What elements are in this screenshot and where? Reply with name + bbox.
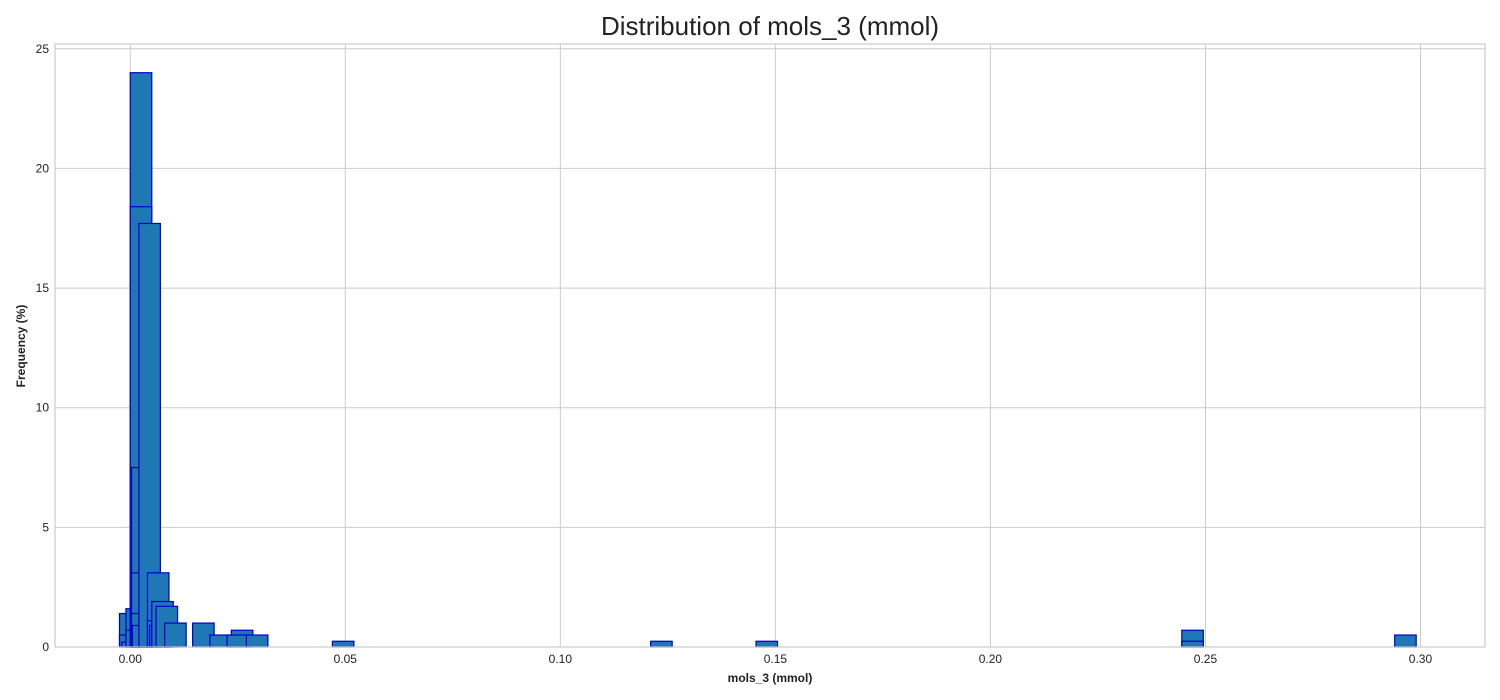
histogram-bar xyxy=(331,640,355,648)
y-tick-label: 10 xyxy=(36,401,50,415)
histogram-bar xyxy=(164,622,187,648)
histogram-bar xyxy=(1394,634,1417,648)
grid-lines xyxy=(55,44,1485,648)
y-tick-label: 20 xyxy=(36,161,50,175)
x-tick-label: 0.25 xyxy=(1194,652,1218,666)
x-tick-label: 0.15 xyxy=(764,652,788,666)
y-tick-labels: 0 5 10 15 20 25 xyxy=(36,42,50,654)
x-tick-label: 0.30 xyxy=(1409,652,1433,666)
y-tick-label: 15 xyxy=(36,281,50,295)
histogram-bar xyxy=(755,640,779,648)
histogram-bar xyxy=(245,634,269,648)
x-axis-label: mols_3 (mmol) xyxy=(728,671,813,685)
x-tick-label: 0.20 xyxy=(979,652,1003,666)
x-tick-labels: 0.00 0.05 0.10 0.15 0.20 0.25 0.30 xyxy=(119,652,1433,666)
histogram-bar xyxy=(1181,640,1204,648)
y-tick-label: 0 xyxy=(42,640,49,654)
y-tick-label: 5 xyxy=(42,520,49,534)
y-tick-label: 25 xyxy=(36,42,50,56)
x-tick-label: 0.10 xyxy=(549,652,573,666)
plot-frame xyxy=(54,43,1486,648)
x-tick-label: 0.00 xyxy=(119,652,143,666)
y-axis-label: Frequency (%) xyxy=(14,305,28,388)
histogram-bar xyxy=(226,634,250,648)
histogram-bar xyxy=(650,640,673,648)
histogram-bars xyxy=(118,72,1417,648)
chart-title: Distribution of mols_3 (mmol) xyxy=(601,11,939,41)
x-tick-label: 0.05 xyxy=(334,652,358,666)
